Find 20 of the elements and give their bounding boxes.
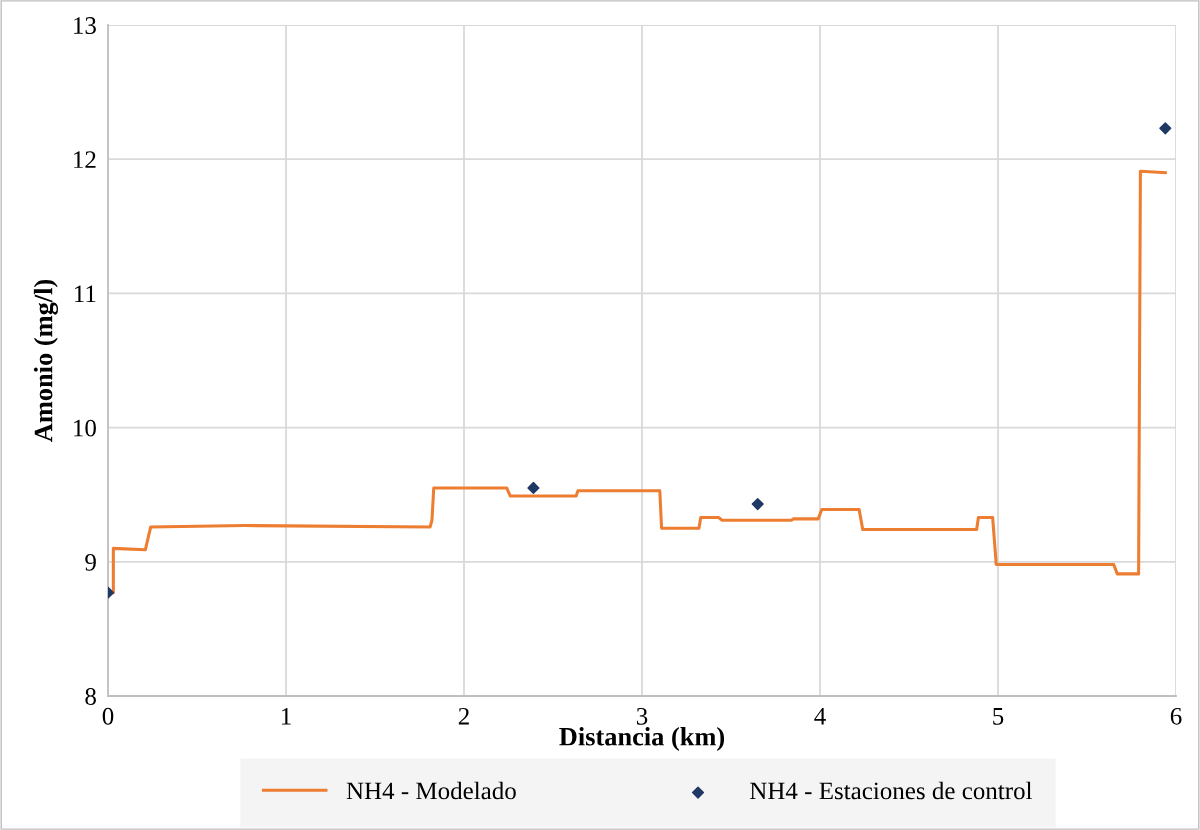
y-tick-label: 11 [75, 285, 96, 303]
x-axis-title: Distancia (km) [559, 727, 725, 751]
legend-label: NH4 - Estaciones de control [749, 781, 1033, 800]
x-tick-label: 4 [814, 708, 826, 725]
x-tick-label: 5 [993, 708, 1004, 725]
y-axis-title: Amonio (mg/l) [33, 279, 58, 442]
y-tick-label: 10 [74, 419, 96, 437]
y-tick-label: 9 [85, 553, 96, 571]
y-tick-label: 12 [74, 151, 96, 168]
legend-label: NH4 - Modelado [346, 781, 516, 800]
point [527, 481, 540, 495]
x-tick-label: 3 [636, 707, 648, 725]
x-tick-label: 6 [1170, 707, 1182, 725]
y-tick-label: 8 [85, 688, 96, 705]
x-tick-label: 2 [458, 707, 469, 725]
x-tick-label: 1 [281, 707, 291, 725]
point [1159, 122, 1172, 135]
point [751, 498, 764, 511]
x-tick-label: 0 [102, 707, 114, 725]
y-tick-label: 13 [74, 17, 96, 34]
